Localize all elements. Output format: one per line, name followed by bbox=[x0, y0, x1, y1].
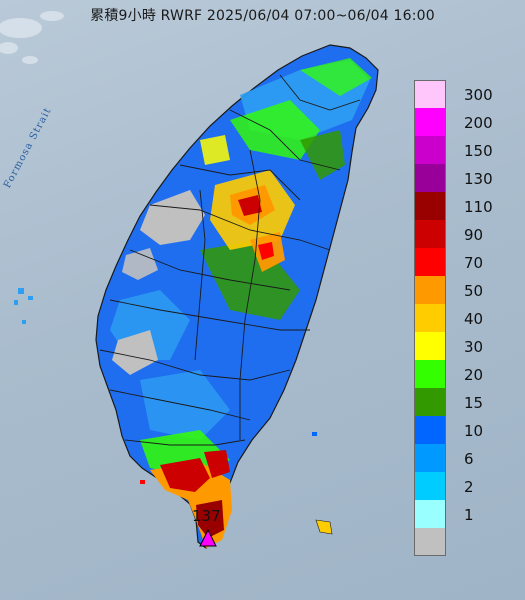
dark-red-area bbox=[196, 500, 224, 538]
yellow-area bbox=[200, 135, 230, 165]
legend-swatch bbox=[414, 528, 446, 556]
sea-speckles bbox=[0, 11, 64, 64]
islet bbox=[140, 480, 145, 484]
legend-label: 110 bbox=[464, 198, 493, 216]
legend-swatch bbox=[414, 108, 446, 136]
triangle-marker-icon bbox=[199, 528, 217, 547]
legend-label: 30 bbox=[464, 338, 484, 356]
outlying-islands bbox=[14, 288, 333, 535]
grey-area bbox=[112, 330, 158, 375]
legend-swatch bbox=[414, 500, 446, 528]
grey-area bbox=[122, 248, 158, 280]
legend-label: 2 bbox=[464, 478, 474, 496]
legend-swatch bbox=[414, 360, 446, 388]
legend-label: 10 bbox=[464, 422, 484, 440]
legend-label: 40 bbox=[464, 310, 484, 328]
legend-label: 300 bbox=[464, 86, 493, 104]
legend-swatch bbox=[414, 248, 446, 276]
legend-swatch bbox=[414, 416, 446, 444]
green-area bbox=[300, 58, 372, 96]
map-title: 累積9小時 RWRF 2025/06/04 07:00~06/04 16:00 bbox=[90, 8, 435, 24]
legend-label: 200 bbox=[464, 114, 493, 132]
red-area bbox=[160, 458, 210, 492]
green-area bbox=[300, 130, 345, 180]
penghu-islet bbox=[22, 320, 26, 324]
legend-label: 15 bbox=[464, 394, 484, 412]
legend-swatch bbox=[414, 472, 446, 500]
red-area bbox=[204, 450, 230, 478]
taiwan-island bbox=[95, 44, 379, 549]
legend-swatch bbox=[414, 388, 446, 416]
legend-swatch bbox=[414, 304, 446, 332]
penghu-islet bbox=[14, 300, 18, 305]
max-value-label: 137 bbox=[192, 507, 221, 525]
penghu-islet bbox=[28, 296, 33, 300]
green-island-islet bbox=[315, 519, 333, 535]
legend-swatch bbox=[414, 220, 446, 248]
legend-swatch bbox=[414, 192, 446, 220]
legend-label: 70 bbox=[464, 254, 484, 272]
legend-label: 20 bbox=[464, 366, 484, 384]
legend-label: 90 bbox=[464, 226, 484, 244]
grey-area bbox=[140, 190, 205, 245]
legend-swatch bbox=[414, 276, 446, 304]
legend-swatch bbox=[414, 164, 446, 192]
legend-label: 6 bbox=[464, 450, 474, 468]
red-area bbox=[238, 195, 262, 216]
legend-swatch bbox=[414, 444, 446, 472]
county-boundaries bbox=[99, 74, 361, 446]
legend-label: 150 bbox=[464, 142, 493, 160]
penghu-islet bbox=[18, 288, 24, 294]
green-area bbox=[230, 100, 320, 160]
legend-label: 1 bbox=[464, 506, 474, 524]
legend-swatch bbox=[414, 332, 446, 360]
red-area bbox=[258, 242, 274, 260]
islet bbox=[312, 432, 317, 436]
legend-swatch bbox=[414, 136, 446, 164]
legend-label: 130 bbox=[464, 170, 493, 188]
legend-label: 50 bbox=[464, 282, 484, 300]
legend-swatch bbox=[414, 80, 446, 108]
